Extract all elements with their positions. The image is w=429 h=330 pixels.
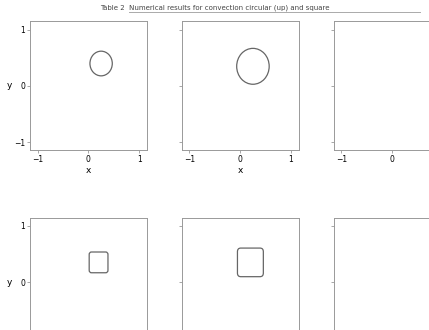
X-axis label: x: x xyxy=(86,166,91,175)
Text: Table 2  Numerical results for convection circular (up) and square: Table 2 Numerical results for convection… xyxy=(100,5,329,12)
Y-axis label: y: y xyxy=(7,278,12,286)
Y-axis label: y: y xyxy=(7,82,12,90)
X-axis label: x: x xyxy=(238,166,243,175)
